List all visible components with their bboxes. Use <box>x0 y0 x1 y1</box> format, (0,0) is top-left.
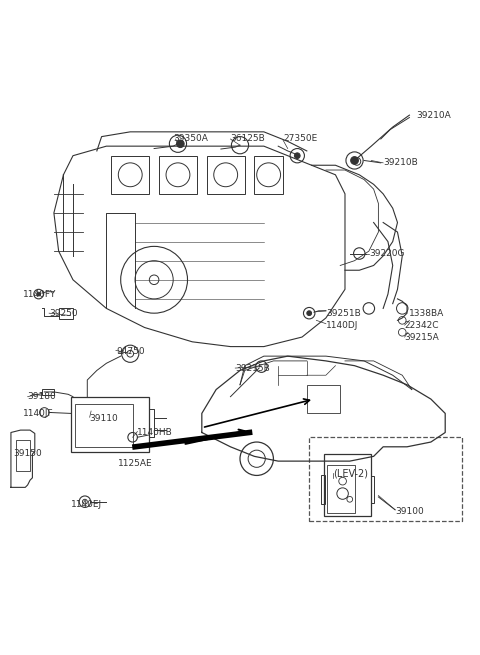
Text: 39110: 39110 <box>90 414 119 422</box>
Text: 39180: 39180 <box>28 392 56 402</box>
Bar <box>206 156 245 194</box>
Text: 94750: 94750 <box>116 347 144 356</box>
Bar <box>159 156 197 194</box>
Text: 39220G: 39220G <box>369 249 404 258</box>
Text: 27350E: 27350E <box>283 134 317 143</box>
Text: 39100: 39100 <box>395 507 424 515</box>
Text: 36125B: 36125B <box>230 134 265 143</box>
Circle shape <box>36 292 40 296</box>
Text: 22342C: 22342C <box>405 320 439 329</box>
Text: 1338BA: 1338BA <box>409 309 444 318</box>
Circle shape <box>307 310 312 316</box>
Text: 1140EJ: 1140EJ <box>71 500 102 508</box>
Bar <box>371 476 374 503</box>
Text: 1140JF: 1140JF <box>23 409 53 418</box>
Text: 1140FY: 1140FY <box>23 290 56 299</box>
Bar <box>321 476 325 504</box>
Circle shape <box>351 157 359 164</box>
Text: 1140DJ: 1140DJ <box>326 320 358 329</box>
Bar <box>42 388 54 395</box>
Bar <box>16 440 30 471</box>
Bar <box>59 309 73 319</box>
Circle shape <box>177 140 184 147</box>
Bar <box>324 454 371 516</box>
Bar <box>327 465 356 513</box>
Text: 39250: 39250 <box>49 309 78 318</box>
Bar <box>307 384 340 413</box>
FancyBboxPatch shape <box>309 438 462 521</box>
Text: 39210A: 39210A <box>417 111 451 120</box>
Text: 39210B: 39210B <box>383 159 418 168</box>
Bar <box>75 404 132 447</box>
Text: 39251B: 39251B <box>326 309 360 318</box>
Circle shape <box>294 153 300 159</box>
Bar <box>71 397 149 451</box>
Bar <box>111 156 149 194</box>
Text: 39215A: 39215A <box>405 333 439 341</box>
Text: 39350A: 39350A <box>173 134 208 143</box>
Text: 39215B: 39215B <box>235 364 270 373</box>
Bar <box>254 156 283 194</box>
Text: (LEV-2): (LEV-2) <box>333 468 368 478</box>
Text: 39150: 39150 <box>13 449 42 458</box>
Text: 1125AE: 1125AE <box>118 459 153 468</box>
Text: 1140HB: 1140HB <box>137 428 173 437</box>
